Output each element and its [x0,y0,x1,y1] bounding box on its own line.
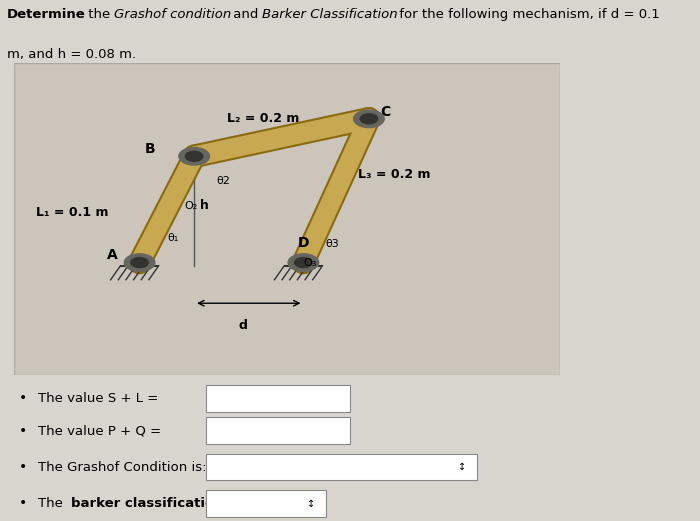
Text: Barker Classification: Barker Classification [262,8,398,21]
Circle shape [354,110,384,128]
Text: L₁ = 0.1 m: L₁ = 0.1 m [36,206,108,219]
FancyBboxPatch shape [206,386,350,412]
Text: Determine: Determine [7,8,85,21]
FancyBboxPatch shape [206,417,350,444]
Text: •: • [20,497,27,511]
Text: for the following mechanism, if d = 0.1: for the following mechanism, if d = 0.1 [395,8,659,21]
Circle shape [125,254,155,271]
Text: θ3: θ3 [326,239,339,249]
Text: h: h [199,200,209,213]
Text: m, and h = 0.08 m.: m, and h = 0.08 m. [7,48,136,61]
Text: the: the [84,8,115,21]
Circle shape [295,257,312,268]
Circle shape [360,114,377,124]
Text: and: and [229,8,262,21]
FancyBboxPatch shape [206,454,477,480]
Text: ↕: ↕ [307,499,316,508]
Text: L₂ = 0.2 m: L₂ = 0.2 m [227,112,300,125]
Text: The: The [38,497,67,510]
Circle shape [179,147,209,165]
Text: The Grashof Condition is:: The Grashof Condition is: [38,461,206,474]
FancyBboxPatch shape [14,63,560,375]
Text: O₃: O₃ [303,258,317,268]
FancyBboxPatch shape [206,490,326,517]
Circle shape [186,151,203,162]
Text: O₂: O₂ [185,202,198,212]
Text: Grashof condition: Grashof condition [114,8,231,21]
Text: ↕: ↕ [458,462,466,472]
Circle shape [131,257,148,268]
Circle shape [288,254,318,271]
Text: •: • [20,460,27,474]
Text: B: B [145,142,155,156]
Text: barker classification: barker classification [71,497,223,510]
Text: •: • [20,391,27,405]
Text: θ₁: θ₁ [167,233,178,243]
Text: The value P + Q =: The value P + Q = [38,424,161,437]
Text: θ2: θ2 [216,177,230,187]
Text: L₃ = 0.2 m: L₃ = 0.2 m [358,168,430,181]
Text: is:: is: [202,497,222,510]
Text: D: D [298,236,309,250]
Text: C: C [380,105,390,119]
Text: The value S + L =: The value S + L = [38,392,158,405]
Text: d: d [239,319,248,332]
Text: •: • [20,424,27,438]
Text: A: A [107,249,118,263]
